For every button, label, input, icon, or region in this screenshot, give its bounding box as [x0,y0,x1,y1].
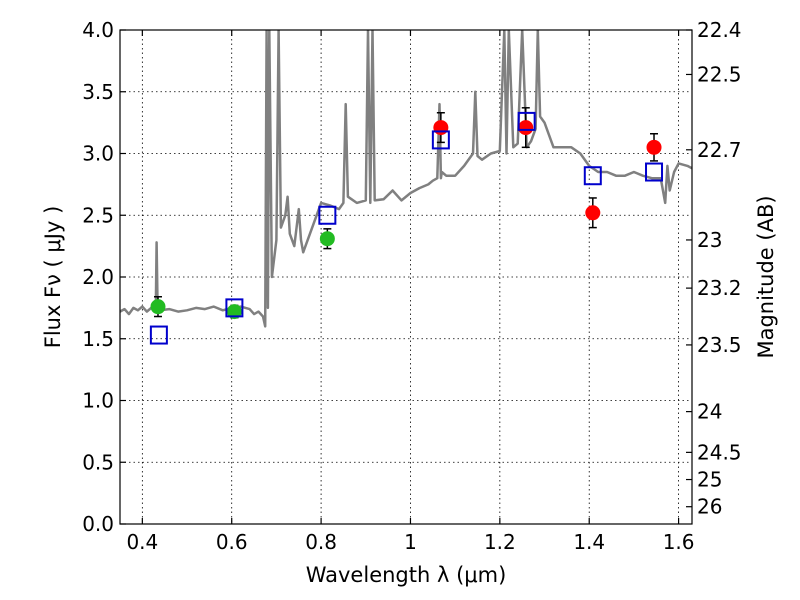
y-tick-label: 3.0 [82,142,114,166]
right-tick-label: 22.4 [697,18,742,42]
x-tick-label: 0.6 [216,530,248,554]
y-tick-label: 4.0 [82,18,114,42]
tick-labels: 0.4 0.6 0.8 1 1.2 1.4 1.6 0.0 0.5 1.0 1.5 2.0 2.5 3.0… [82,18,741,554]
right-tick-label: 24.5 [697,440,742,464]
x-tick-label: 0.4 [126,530,158,554]
photometry-point [150,299,165,314]
right-tick-label: 25 [697,468,722,492]
y-axis-right-label: Magnitude (AB) [754,195,778,358]
y-tick-label: 0.0 [82,512,114,536]
right-tick-label: 22.7 [697,138,742,162]
right-tick-label: 22.5 [697,62,742,86]
y-tick-label: 1.5 [82,327,114,351]
photometry-point [320,231,335,246]
y-tick-label: 2.5 [82,203,114,227]
x-tick-label: 1 [404,530,417,554]
data-points-layer [150,108,662,344]
right-tick-label: 26 [697,495,722,519]
right-tick-label: 23.2 [697,276,742,300]
photometry-point [585,205,600,220]
y-axis-label: Flux Fν ( μJy ) [41,206,65,349]
y-tick-label: 2.0 [82,265,114,289]
right-tick-label: 23.5 [697,333,742,357]
model-flux-square [151,327,167,344]
model-spectrum-layer [120,30,692,326]
model-spectrum-line [120,30,692,326]
x-tick-label: 1.4 [573,530,605,554]
x-tick-label: 1.2 [484,530,516,554]
right-tick-label: 23 [697,228,722,252]
photometry-point [518,120,533,135]
y-tick-label: 0.5 [82,450,114,474]
sed-chart: 0.4 0.6 0.8 1 1.2 1.4 1.6 0.0 0.5 1.0 1.5 2.0 2.5 3.0… [0,0,800,600]
x-tick-label: 0.8 [305,530,337,554]
grid-lines [120,30,692,524]
x-axis-label: Wavelength λ (μm) [306,563,507,587]
x-tick-label: 1.6 [663,530,695,554]
y-tick-label: 3.5 [82,80,114,104]
right-tick-label: 24 [697,400,722,424]
photometry-point [647,140,662,155]
photometry-point [433,120,448,135]
y-tick-label: 1.0 [82,389,114,413]
